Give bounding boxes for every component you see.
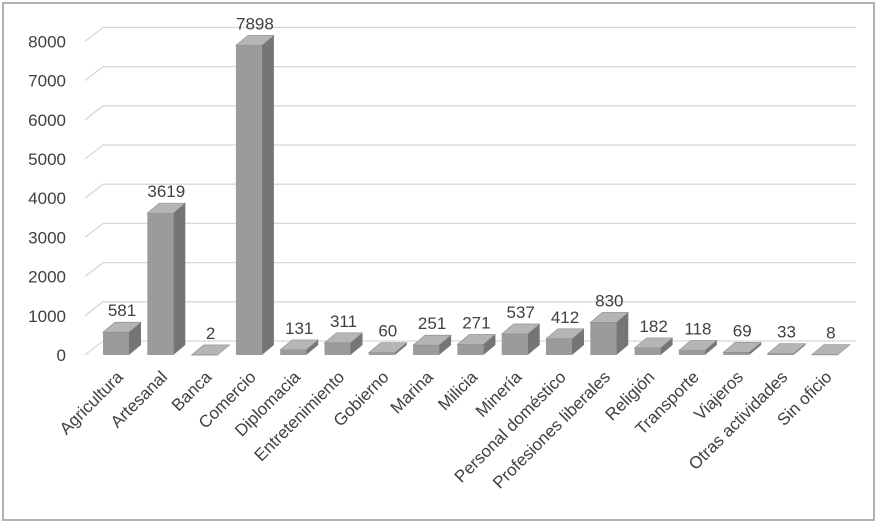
bar-side-4	[306, 339, 319, 355]
bar-front-8	[457, 344, 484, 355]
bar-side-6	[394, 342, 407, 355]
gridline-8000	[84, 26, 856, 42]
bar-front-15	[767, 353, 794, 355]
bar-value-label: 60	[378, 322, 397, 341]
bar-top-3	[235, 35, 275, 46]
bar-top-7	[412, 334, 452, 346]
bar-front-9	[501, 333, 528, 355]
y-axis-tick-label: 1000	[28, 307, 66, 326]
bar-front-6	[368, 352, 395, 355]
bar-top-11	[589, 312, 630, 323]
gridline-3000	[84, 222, 856, 238]
bar-front-0	[103, 332, 129, 355]
bar-top-15	[766, 343, 807, 355]
bar-value-label: 251	[418, 314, 446, 333]
bar-value-label: 311	[330, 312, 357, 331]
y-axis-tick-label: 7000	[28, 72, 66, 91]
bar-front-11	[590, 322, 617, 355]
bar-side-7	[439, 335, 452, 355]
bar-value-label: 69	[733, 321, 752, 340]
y-axis-tick-label: 6000	[28, 111, 66, 130]
bar-top-5	[323, 332, 364, 344]
y-axis-tick-label: 3000	[28, 228, 66, 247]
y-axis-tick-label: 4000	[28, 189, 66, 208]
bar-front-14	[723, 352, 750, 355]
y-axis-tick-label: 5000	[28, 150, 66, 169]
y-axis-tick-label: 2000	[28, 268, 66, 287]
bar-side-5	[350, 332, 363, 355]
x-axis-category-label: Marina	[387, 367, 438, 418]
bar-value-label: 412	[551, 308, 579, 327]
bar-top-1	[146, 202, 187, 214]
bar-value-label: 7898	[236, 14, 274, 33]
bar-top-14	[722, 341, 763, 353]
gridline-2000	[84, 261, 856, 278]
bar-side-14	[749, 342, 762, 355]
bar-front-10	[546, 338, 572, 355]
bar-top-4	[279, 339, 320, 351]
bar-value-label: 182	[639, 317, 667, 336]
gridline-1000	[84, 301, 856, 317]
bar-front-5	[324, 342, 351, 355]
bar-side-13	[704, 340, 717, 355]
bar-top-0	[102, 321, 142, 333]
bar-value-label: 271	[462, 313, 490, 332]
y-axis-tick-label: 0	[57, 346, 66, 365]
gridline-4000	[84, 183, 856, 199]
bar-side-0	[129, 322, 141, 355]
bar-value-label: 8	[826, 324, 835, 343]
bar-side-11	[616, 312, 629, 355]
bar-value-label: 581	[108, 301, 136, 320]
bar-side-10	[572, 328, 584, 355]
bar-side-8	[483, 334, 496, 355]
bar-top-16	[810, 344, 851, 355]
bar-side-12	[660, 337, 673, 355]
bar-top-10	[545, 328, 585, 340]
bar-value-label: 131	[285, 319, 313, 338]
bar-value-label: 537	[507, 303, 535, 322]
gridline-6000	[84, 105, 856, 121]
bar-front-4	[280, 349, 307, 355]
gridline-5000	[84, 144, 856, 160]
bar-front-1	[147, 213, 174, 355]
bar-value-label: 830	[595, 291, 623, 310]
bar-value-label: 118	[684, 319, 711, 338]
bar-front-12	[634, 347, 661, 355]
bar-front-13	[678, 350, 705, 355]
gridline-7000	[84, 65, 856, 82]
bar-top-9	[500, 323, 541, 335]
bar-value-label: 2	[206, 324, 215, 343]
bar-front-7	[413, 345, 440, 355]
bar-top-13	[678, 340, 718, 351]
bar-side-1	[173, 203, 186, 355]
bar-front-3	[235, 45, 262, 355]
bar-top-6	[367, 342, 408, 353]
bar-side-3	[261, 35, 274, 355]
y-axis-tick-label: 8000	[28, 32, 66, 51]
bar-value-label: 33	[777, 323, 796, 342]
bar-top-2	[190, 344, 231, 356]
bar-value-label: 3619	[147, 182, 185, 201]
bar-top-8	[456, 334, 497, 345]
bar-top-12	[633, 337, 674, 349]
